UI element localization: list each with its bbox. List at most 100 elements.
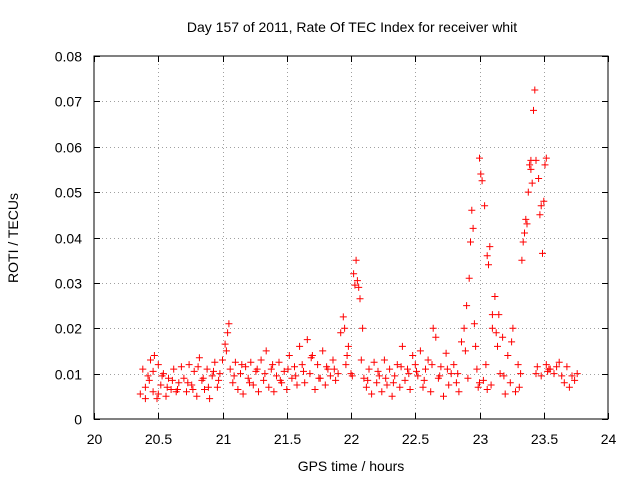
data-point <box>524 188 532 196</box>
y-tick-label: 0.05 <box>55 185 82 201</box>
data-point <box>472 342 480 350</box>
data-point <box>514 361 522 369</box>
data-point <box>283 386 291 393</box>
data-point <box>144 372 152 380</box>
data-point <box>193 392 201 400</box>
data-point <box>183 388 190 396</box>
data-point <box>560 379 568 387</box>
data-point <box>224 329 232 337</box>
data-point <box>253 365 261 373</box>
data-point <box>355 283 363 291</box>
data-point <box>461 347 469 355</box>
data-point <box>174 386 181 393</box>
data-point <box>215 376 223 384</box>
data-point <box>468 206 476 214</box>
data-point <box>237 370 244 378</box>
data-point <box>332 376 340 384</box>
data-point <box>406 386 414 393</box>
data-point <box>558 372 566 380</box>
data-point <box>162 392 170 400</box>
data-point <box>170 365 178 373</box>
data-point <box>211 358 219 366</box>
data-point <box>221 340 229 348</box>
data-point <box>483 386 491 393</box>
data-point <box>474 383 482 391</box>
data-point <box>311 386 319 393</box>
data-point <box>246 379 253 387</box>
data-point <box>168 376 176 384</box>
data-point <box>255 388 262 396</box>
data-point <box>213 383 221 391</box>
data-point <box>467 238 474 246</box>
x-tick-label: 24 <box>601 431 617 447</box>
data-point <box>216 370 224 378</box>
data-point <box>352 256 360 264</box>
data-point <box>141 383 149 391</box>
data-point <box>157 381 165 389</box>
data-point <box>512 388 519 396</box>
data-point <box>206 395 214 403</box>
data-point <box>225 320 233 328</box>
data-point <box>199 374 207 382</box>
data-point <box>398 342 406 350</box>
data-point <box>523 220 531 228</box>
data-point <box>208 372 216 380</box>
data-point <box>306 370 314 378</box>
data-point <box>517 370 525 378</box>
data-point <box>303 336 311 344</box>
data-point <box>481 202 489 210</box>
data-point <box>244 374 252 382</box>
data-point <box>280 367 288 375</box>
data-point <box>550 370 558 378</box>
data-point <box>257 356 265 364</box>
data-point <box>189 386 197 393</box>
data-point <box>405 370 413 378</box>
data-point <box>528 179 536 187</box>
data-point <box>342 361 350 369</box>
y-tick-label: 0 <box>74 412 82 428</box>
data-point <box>460 324 468 332</box>
data-point <box>365 365 373 373</box>
data-point <box>184 379 192 387</box>
data-point <box>465 274 473 282</box>
data-point <box>427 388 435 396</box>
data-point <box>203 365 211 373</box>
data-point <box>380 356 388 364</box>
data-point <box>153 395 161 403</box>
data-point <box>330 365 338 373</box>
data-point <box>329 356 337 364</box>
data-point <box>262 347 270 355</box>
data-point <box>150 352 158 359</box>
data-point <box>488 311 496 319</box>
data-point <box>145 376 153 384</box>
data-point <box>275 358 283 366</box>
grid-lines <box>94 56 608 419</box>
data-point <box>411 361 419 369</box>
data-point <box>454 370 462 378</box>
data-point <box>136 390 144 398</box>
data-point <box>393 361 401 369</box>
data-point <box>323 363 331 371</box>
axis-ticks <box>94 56 609 420</box>
data-point <box>401 376 409 384</box>
x-axis-title: GPS time / hours <box>298 458 405 474</box>
data-point <box>470 320 478 328</box>
data-point <box>165 374 172 382</box>
y-tick-label: 0.08 <box>55 49 82 65</box>
data-point <box>536 211 544 219</box>
data-point <box>476 154 483 162</box>
data-point <box>267 365 275 373</box>
data-point <box>180 374 188 382</box>
data-points <box>136 86 581 403</box>
y-tick-label: 0.04 <box>55 231 82 247</box>
data-point <box>541 161 549 169</box>
data-point <box>238 361 246 369</box>
data-point <box>175 379 183 387</box>
y-tick-label: 0.07 <box>55 94 82 110</box>
data-point <box>321 381 329 389</box>
data-point <box>219 356 226 364</box>
data-point <box>292 372 300 380</box>
data-point <box>420 376 428 384</box>
data-point <box>532 156 540 164</box>
